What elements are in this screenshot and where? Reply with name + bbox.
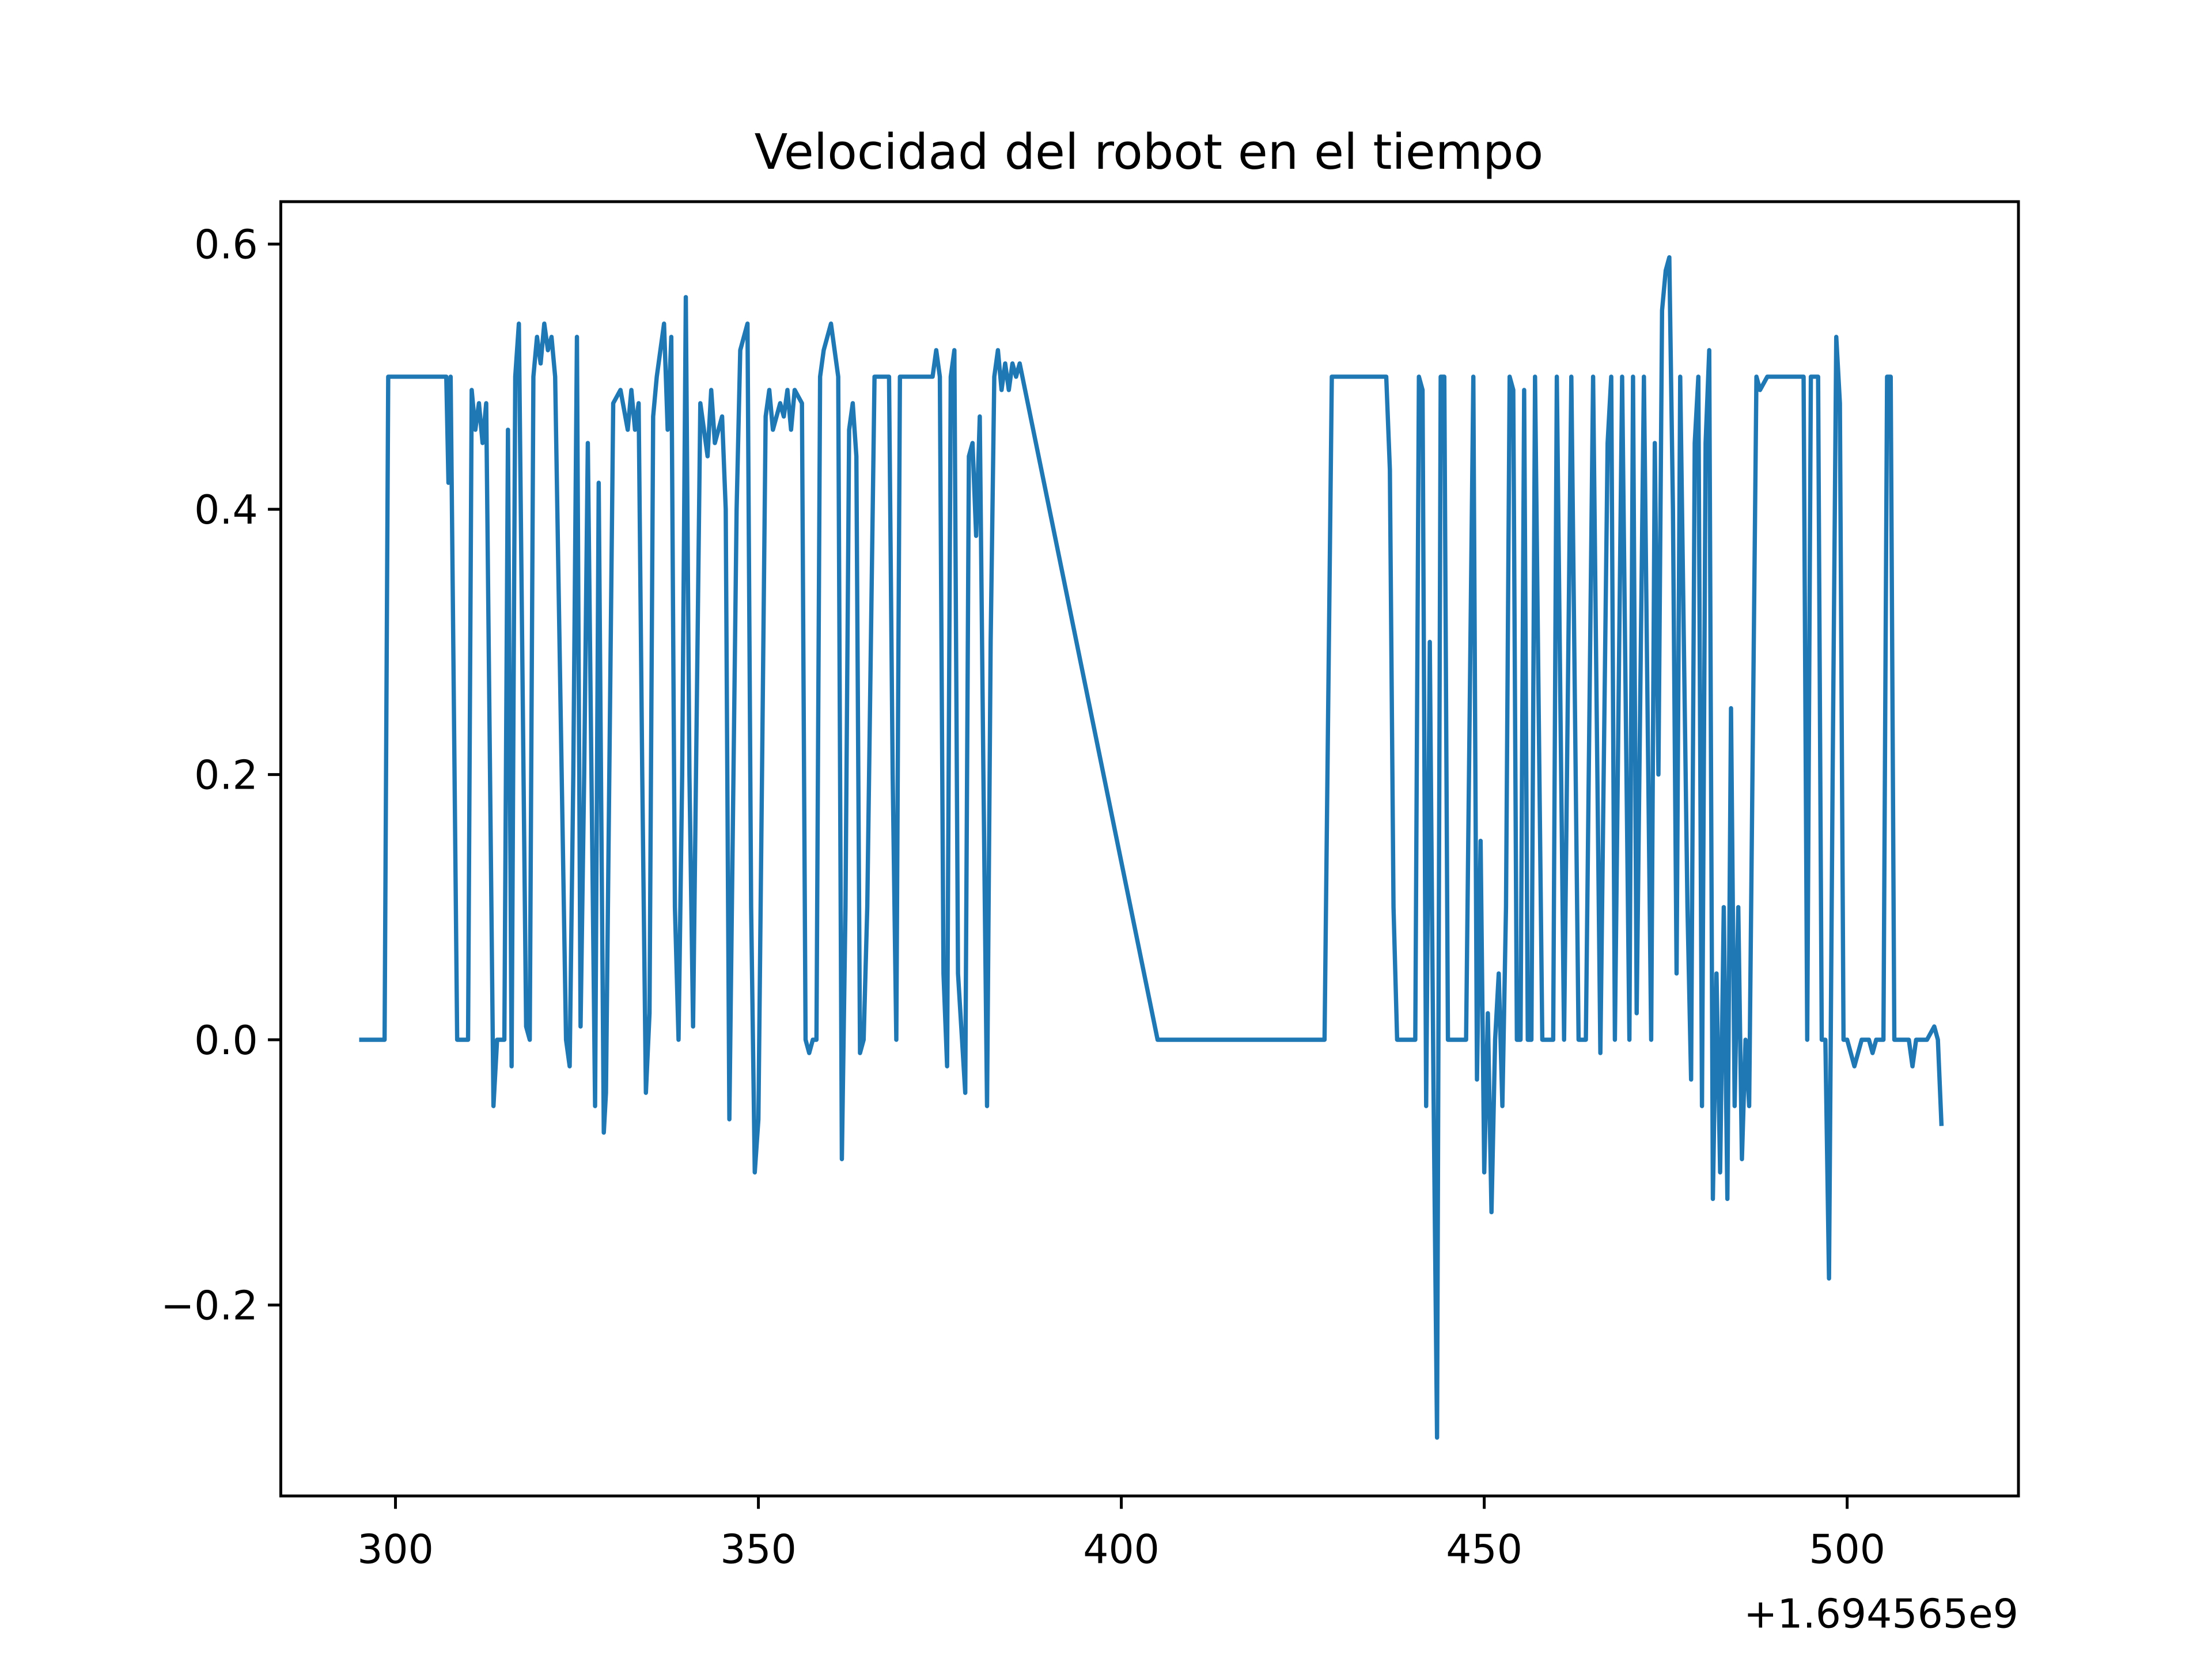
- y-tick-label: 0.0: [194, 1017, 258, 1064]
- x-tick-label: 500: [1809, 1527, 1885, 1573]
- x-tick-label: 300: [357, 1527, 434, 1573]
- x-offset-label: +1.694565e9: [1744, 1590, 2018, 1637]
- y-tick-label: 0.4: [194, 487, 258, 533]
- y-tick-label: 0.2: [194, 752, 258, 798]
- x-tick-label: 450: [1446, 1527, 1522, 1573]
- y-tick-label: 0.6: [194, 222, 258, 268]
- chart-title: Velocidad del robot en el tiempo: [755, 124, 1544, 180]
- y-tick-label: −0.2: [161, 1282, 258, 1329]
- x-tick-label: 350: [720, 1527, 797, 1573]
- data-line: [359, 255, 1944, 1440]
- plot-frame: [279, 200, 2020, 1498]
- x-tick-label: 400: [1083, 1527, 1160, 1573]
